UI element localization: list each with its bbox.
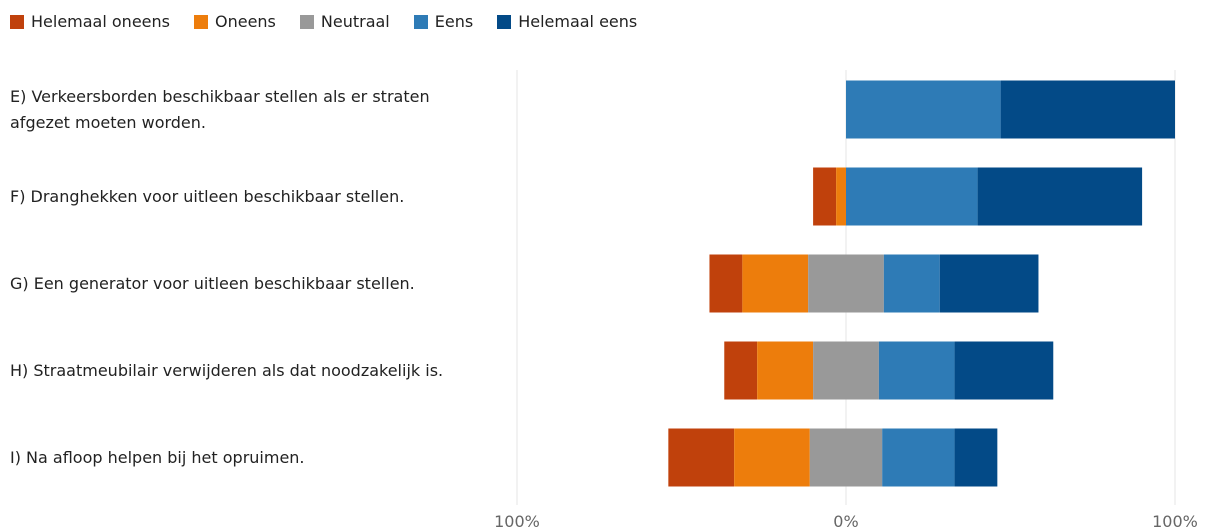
legend-item: Eens (413, 12, 474, 31)
bar-segment (709, 254, 743, 313)
bar-segment (977, 167, 1143, 226)
bar-segment (882, 428, 955, 487)
bar-segment (883, 254, 940, 313)
category-label: H) Straatmeubilair verwijderen als dat n… (10, 360, 444, 380)
legend: Helemaal oneens Oneens Neutraal Eens Helemaa… (10, 12, 637, 31)
x-tick-label: 100% (1152, 512, 1198, 531)
category-label: F) Dranghekken voor uitleen beschikbaar … (10, 186, 405, 206)
legend-swatch (413, 14, 428, 29)
bar-segment (724, 341, 758, 400)
legend-label: Oneens (214, 12, 276, 31)
bar-segment (813, 167, 837, 226)
legend-item: Helemaal eens (497, 12, 637, 31)
legend-label: Helemaal oneens (31, 12, 170, 31)
bar-segment (836, 167, 846, 226)
legend-swatch (10, 14, 24, 29)
bar-segment (1000, 80, 1175, 139)
legend-swatch (299, 14, 314, 29)
bar-segment (939, 254, 1039, 313)
bar-segment (742, 254, 809, 313)
bar-segment (954, 341, 1054, 400)
legend-item: Oneens (193, 12, 276, 31)
category-label: G) Een generator voor uitleen beschikbaa… (10, 273, 415, 293)
category-label: E) Verkeersborden beschikbaar stellen al… (10, 86, 430, 132)
x-tick-label: 0% (833, 512, 858, 531)
bar-segment (846, 80, 1001, 139)
legend-item: Neutraal (299, 12, 390, 31)
bar-segment (954, 428, 998, 487)
bar-segment (809, 428, 883, 487)
x-tick-label: 100% (494, 512, 540, 531)
legend-swatch (193, 14, 208, 29)
bar-segment (878, 341, 955, 400)
bar-segment (846, 167, 978, 226)
legend-label: Neutraal (320, 12, 390, 31)
bar-segment (734, 428, 810, 487)
bar-segment (668, 428, 735, 487)
category-label: I) Na afloop helpen bij het opruimen. (10, 447, 305, 467)
legend-label: Helemaal eens (518, 12, 638, 31)
bar-segment (813, 341, 879, 400)
legend-label: Eens (434, 12, 474, 31)
legend-swatch (497, 14, 512, 29)
bar-segment (808, 254, 884, 313)
bar-segment (757, 341, 814, 400)
legend-item: Helemaal oneens (10, 12, 170, 31)
